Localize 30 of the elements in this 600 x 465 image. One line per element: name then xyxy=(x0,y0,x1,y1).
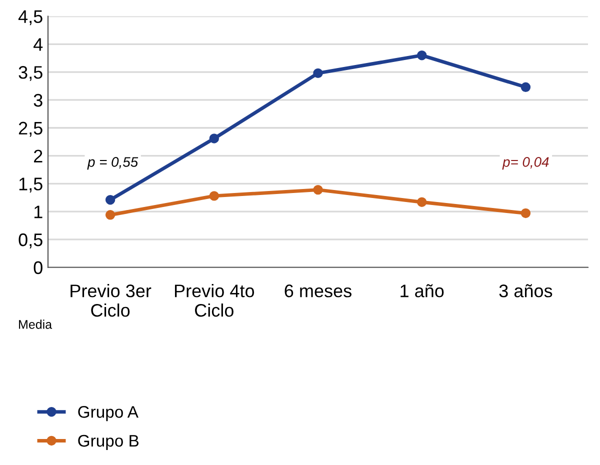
y-tick-label: 4,5 xyxy=(18,10,42,26)
y-tick-label: 0 xyxy=(34,261,42,274)
point xyxy=(520,82,531,92)
point xyxy=(416,197,427,207)
annotation: p = 0,55 xyxy=(87,157,138,170)
x-tick-label: Previo 3er Ciclo xyxy=(70,284,152,317)
legend-label: Grupo B xyxy=(78,434,139,450)
point xyxy=(313,68,323,78)
point xyxy=(313,184,323,195)
y-tick-label: 3 xyxy=(34,94,42,107)
legend-label: Grupo A xyxy=(78,406,138,422)
x-tick-label: 3 años xyxy=(499,284,552,298)
x-tick-label: Previo 4to Ciclo xyxy=(174,284,254,317)
point xyxy=(209,134,220,144)
point xyxy=(209,191,220,201)
y-tick-label: 1,5 xyxy=(19,178,42,193)
annotation: p= 0,04 xyxy=(502,157,549,170)
y-tick-label: 4 xyxy=(34,38,43,51)
y-tick-label: 2 xyxy=(34,150,42,162)
y-tick-label: 0,5 xyxy=(18,233,42,248)
point xyxy=(520,208,531,218)
point xyxy=(105,194,116,205)
x-tick-label: 1 año xyxy=(400,284,444,298)
y-tick-label: 2,5 xyxy=(18,122,42,137)
point xyxy=(416,50,427,60)
x-tick-label: 6 meses xyxy=(284,284,352,298)
y-tick-label: 1 xyxy=(34,206,42,218)
y-tick-label: 3,5 xyxy=(18,66,42,81)
text: Media xyxy=(19,320,52,329)
point xyxy=(105,210,116,220)
